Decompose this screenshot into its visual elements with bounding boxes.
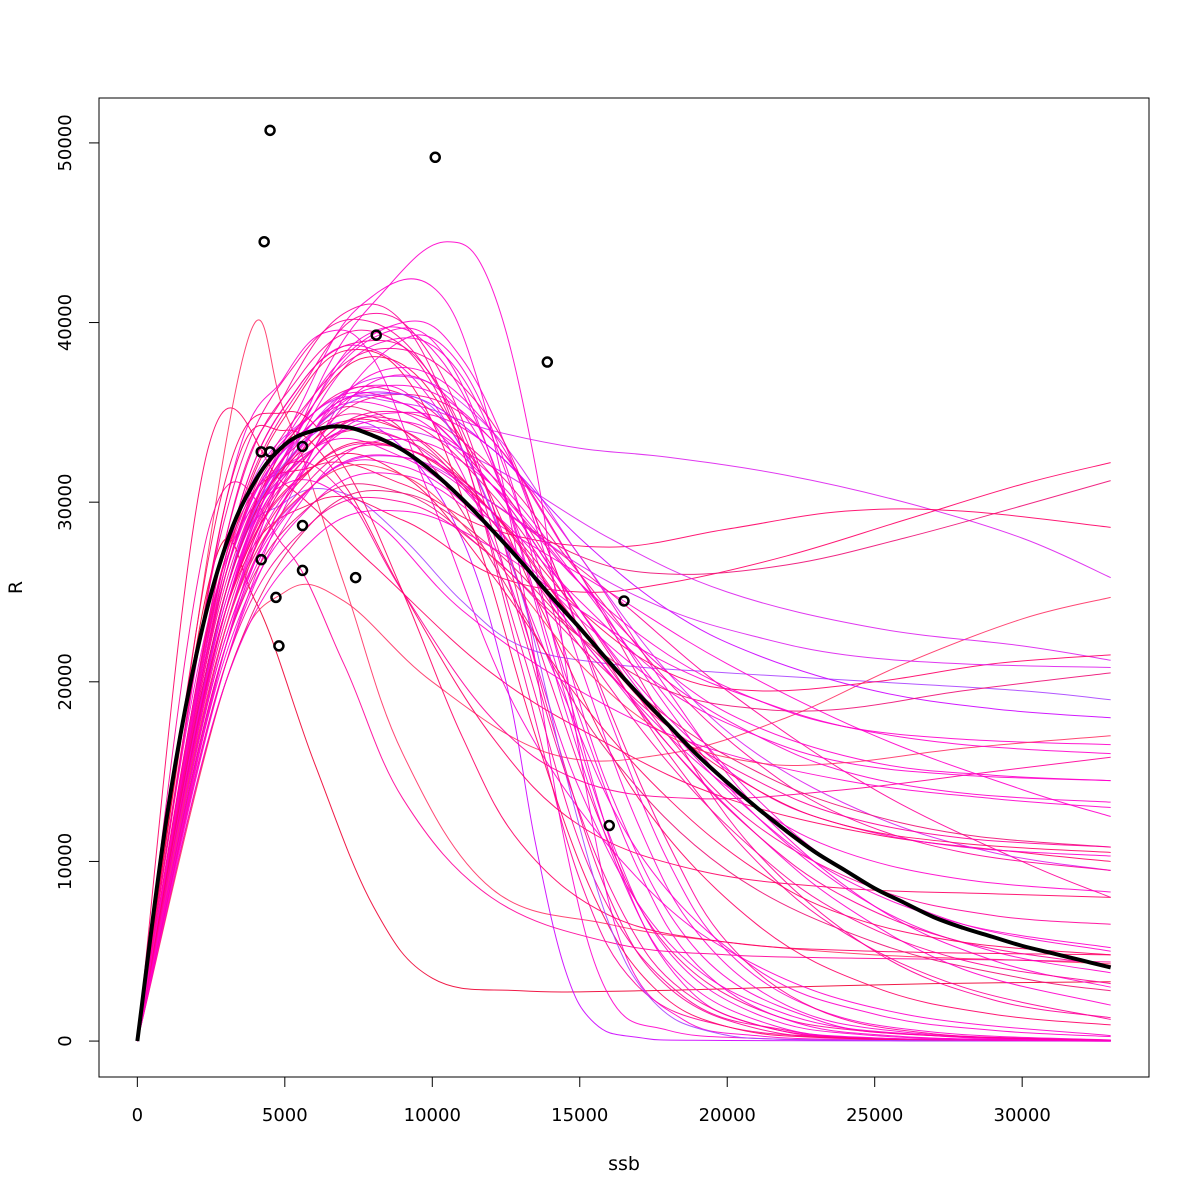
y-axis: 0 10000 20000 30000 40000 50000 bbox=[55, 114, 100, 1047]
ensemble-curve-3 bbox=[136, 481, 1111, 1042]
observed-point bbox=[273, 640, 285, 652]
observed-point bbox=[296, 564, 309, 577]
ensemble-curve-55 bbox=[136, 392, 1111, 1042]
ensemble-curve-47 bbox=[136, 472, 1111, 1042]
observed-point bbox=[255, 446, 267, 458]
ensemble-curve-27 bbox=[136, 411, 1111, 1042]
x-tick-label: 20000 bbox=[699, 1105, 756, 1126]
ensemble-curve-53 bbox=[136, 347, 1111, 1042]
y-tick-label: 10000 bbox=[55, 833, 76, 890]
observed-point bbox=[603, 819, 616, 832]
y-tick-label: 20000 bbox=[55, 653, 76, 710]
observed-point bbox=[270, 591, 282, 604]
ensemble-curve-14 bbox=[136, 461, 1111, 1042]
observed-points-layer bbox=[255, 124, 630, 832]
x-tick-label: 25000 bbox=[846, 1105, 903, 1126]
y-axis-title: R bbox=[5, 581, 27, 594]
mean-curve-layer bbox=[135, 424, 1112, 1042]
ensemble-curve-28 bbox=[136, 393, 1111, 1042]
observed-point bbox=[264, 124, 276, 137]
x-tick-label: 30000 bbox=[994, 1105, 1051, 1126]
ensemble-curve-20 bbox=[136, 460, 1111, 1042]
ensemble-curve-1 bbox=[136, 319, 1111, 1042]
ensemble-curve-22 bbox=[136, 329, 1111, 1042]
ensemble-curve-13 bbox=[136, 583, 1111, 1042]
y-tick-label: 50000 bbox=[55, 114, 76, 171]
ensemble-curve-46 bbox=[136, 410, 1111, 1042]
observed-point bbox=[370, 329, 382, 341]
ensemble-curve-19 bbox=[136, 424, 1111, 1042]
ensemble-curve-63 bbox=[136, 327, 1111, 1042]
x-tick-label: 10000 bbox=[404, 1105, 461, 1126]
observed-point bbox=[296, 519, 309, 532]
ensemble-curve-4 bbox=[136, 329, 1111, 1042]
ensemble-curves-layer bbox=[136, 241, 1111, 1042]
y-tick-label: 0 bbox=[55, 1035, 76, 1046]
ensemble-curve-52 bbox=[136, 483, 1111, 1042]
y-tick-label: 30000 bbox=[55, 474, 76, 531]
observed-point bbox=[349, 571, 362, 584]
x-axis-title: ssb bbox=[608, 1153, 640, 1175]
ensemble-curve-12 bbox=[136, 429, 1111, 1042]
ensemble-curve-58 bbox=[136, 464, 1111, 1042]
ensemble-curve-57 bbox=[136, 496, 1111, 1042]
x-tick-label: 0 bbox=[132, 1105, 143, 1126]
ensemble-curve-62 bbox=[136, 318, 1111, 1042]
observed-point bbox=[258, 235, 270, 248]
ensemble-curve-0 bbox=[136, 407, 1111, 1042]
mean-curve bbox=[135, 424, 1112, 1042]
observed-point bbox=[296, 440, 309, 453]
observed-point bbox=[255, 553, 267, 566]
x-axis: 0 5000 10000 15000 20000 25000 30000 bbox=[132, 1076, 1051, 1126]
ensemble-curve-66 bbox=[136, 410, 1111, 1042]
ensemble-curve-40 bbox=[136, 416, 1111, 1042]
observed-point bbox=[618, 595, 630, 607]
ensemble-curve-18 bbox=[136, 479, 1111, 1042]
y-tick-label: 40000 bbox=[55, 294, 76, 351]
ensemble-curve-64 bbox=[136, 418, 1111, 1042]
ensemble-curve-65 bbox=[136, 454, 1111, 1042]
ensemble-curve-67 bbox=[136, 391, 1111, 1042]
ensemble-curve-38 bbox=[136, 348, 1111, 1042]
observed-point bbox=[429, 151, 441, 164]
x-tick-label: 5000 bbox=[262, 1105, 308, 1126]
observed-point bbox=[541, 356, 554, 368]
ensemble-curve-60 bbox=[136, 413, 1111, 1042]
ensemble-curve-61 bbox=[136, 509, 1111, 1042]
x-tick-label: 15000 bbox=[551, 1105, 608, 1126]
